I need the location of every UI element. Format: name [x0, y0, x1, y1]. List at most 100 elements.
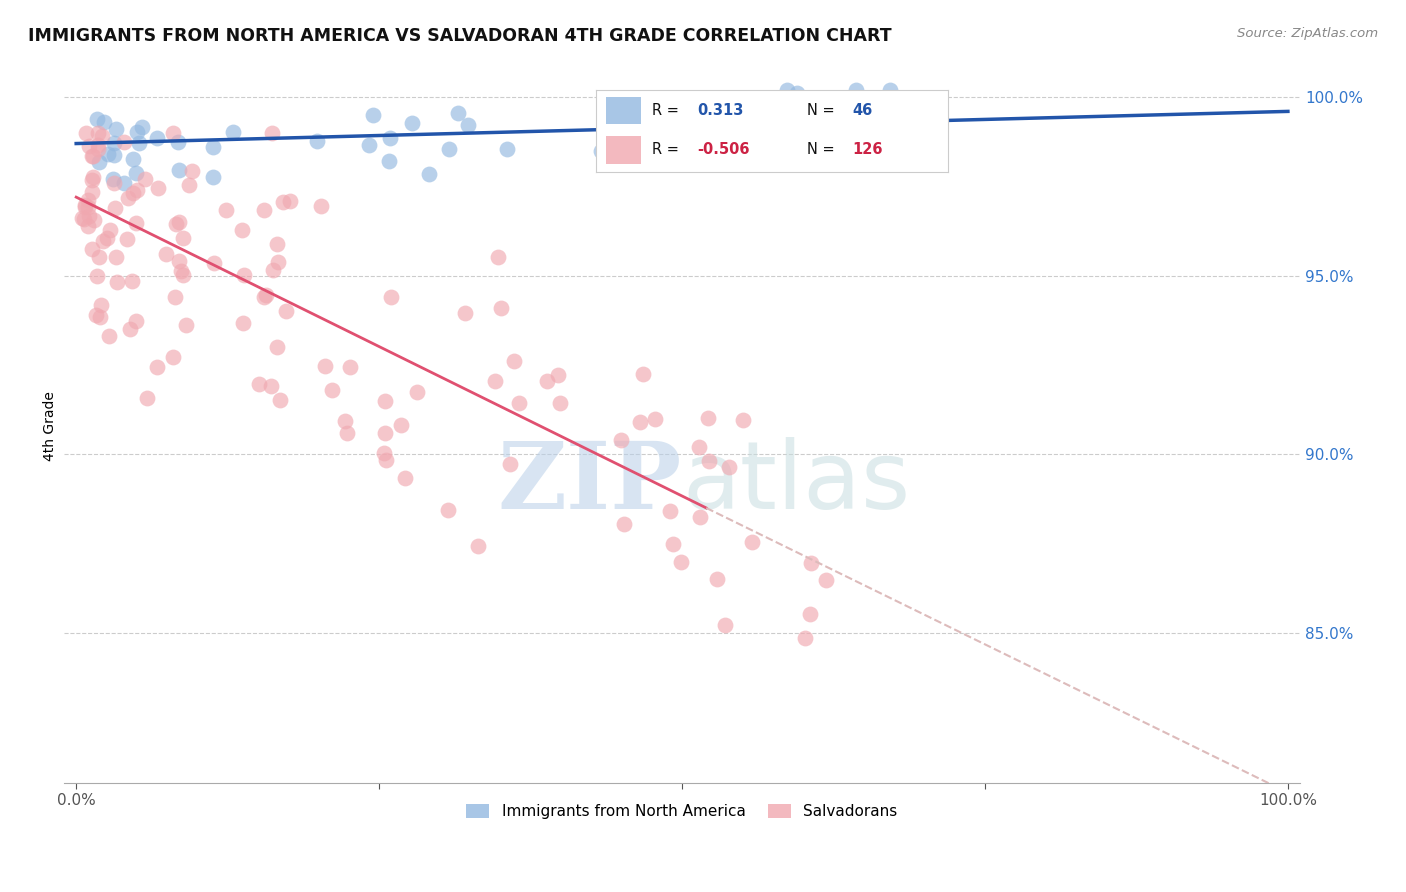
Point — [613, 516, 636, 531]
Point — [162, 351, 184, 365]
Point — [98, 328, 121, 343]
Point — [112, 176, 135, 190]
Point — [103, 136, 125, 151]
Point — [689, 510, 711, 524]
Point — [644, 412, 666, 426]
Point — [628, 415, 651, 429]
Point — [457, 118, 479, 132]
Point — [247, 376, 270, 391]
Point — [120, 322, 142, 336]
Point — [610, 433, 633, 447]
Point — [714, 617, 737, 632]
Point — [169, 254, 191, 268]
Point — [80, 149, 103, 163]
Text: Source: ZipAtlas.com: Source: ZipAtlas.com — [1237, 27, 1378, 40]
Point — [489, 301, 512, 315]
Point — [231, 223, 253, 237]
Point — [278, 194, 301, 209]
Point — [437, 503, 460, 517]
Point — [104, 201, 127, 215]
Point — [266, 237, 288, 252]
Point — [669, 555, 692, 569]
Point — [269, 392, 291, 407]
Point — [548, 396, 571, 410]
Point — [107, 275, 129, 289]
Point — [454, 306, 477, 320]
Point — [172, 268, 194, 282]
Point — [267, 254, 290, 268]
Point — [447, 106, 470, 120]
Point — [83, 212, 105, 227]
Point — [405, 385, 427, 400]
Point — [90, 297, 112, 311]
Point — [814, 573, 837, 587]
Point — [96, 230, 118, 244]
Point — [845, 83, 868, 97]
Point — [253, 202, 276, 217]
Point — [706, 572, 728, 586]
Point — [97, 147, 120, 161]
Point — [274, 304, 297, 318]
Text: IMMIGRANTS FROM NORTH AMERICA VS SALVADORAN 4TH GRADE CORRELATION CHART: IMMIGRANTS FROM NORTH AMERICA VS SALVADO… — [28, 27, 891, 45]
Point — [260, 379, 283, 393]
Point — [105, 122, 128, 136]
Point — [486, 251, 509, 265]
Point — [824, 116, 846, 130]
Point — [418, 167, 440, 181]
Point — [589, 145, 612, 159]
Point — [128, 136, 150, 150]
Point — [633, 368, 655, 382]
Point — [688, 440, 710, 454]
Point — [145, 359, 167, 374]
Point — [170, 264, 193, 278]
Point — [697, 453, 720, 467]
Point — [98, 223, 121, 237]
Point — [839, 109, 862, 123]
Point — [794, 631, 817, 645]
Y-axis label: 4th Grade: 4th Grade — [44, 391, 58, 460]
Point — [82, 149, 104, 163]
Point — [380, 290, 402, 304]
Point — [167, 215, 190, 229]
Point — [232, 316, 254, 330]
Point — [437, 142, 460, 156]
Point — [800, 556, 823, 570]
Point — [627, 115, 650, 129]
Point — [201, 169, 224, 184]
Point — [73, 211, 96, 226]
Point — [389, 418, 412, 433]
Point — [87, 251, 110, 265]
Point — [82, 242, 104, 256]
Point — [215, 203, 238, 218]
Point — [374, 393, 396, 408]
Point — [536, 375, 558, 389]
Point — [125, 166, 148, 180]
Point — [134, 171, 156, 186]
Legend: Immigrants from North America, Salvadorans: Immigrants from North America, Salvadora… — [460, 798, 904, 825]
Point — [305, 134, 328, 148]
Point — [361, 108, 384, 122]
Point — [146, 181, 169, 195]
Point — [93, 114, 115, 128]
Point — [72, 211, 94, 226]
Text: ZIP: ZIP — [498, 438, 682, 528]
Point — [125, 216, 148, 230]
Point — [172, 231, 194, 245]
Point — [131, 120, 153, 135]
Point — [77, 139, 100, 153]
Point — [121, 186, 143, 201]
Text: atlas: atlas — [682, 437, 910, 529]
Point — [86, 112, 108, 127]
Point — [374, 425, 396, 440]
Point — [374, 453, 396, 467]
Point — [496, 143, 519, 157]
Point — [77, 200, 100, 214]
Point — [125, 183, 148, 197]
Point — [181, 163, 204, 178]
Point — [75, 126, 97, 140]
Point — [467, 539, 489, 553]
Point — [333, 414, 356, 428]
Point — [155, 247, 177, 261]
Point — [125, 125, 148, 139]
Point — [84, 308, 107, 322]
